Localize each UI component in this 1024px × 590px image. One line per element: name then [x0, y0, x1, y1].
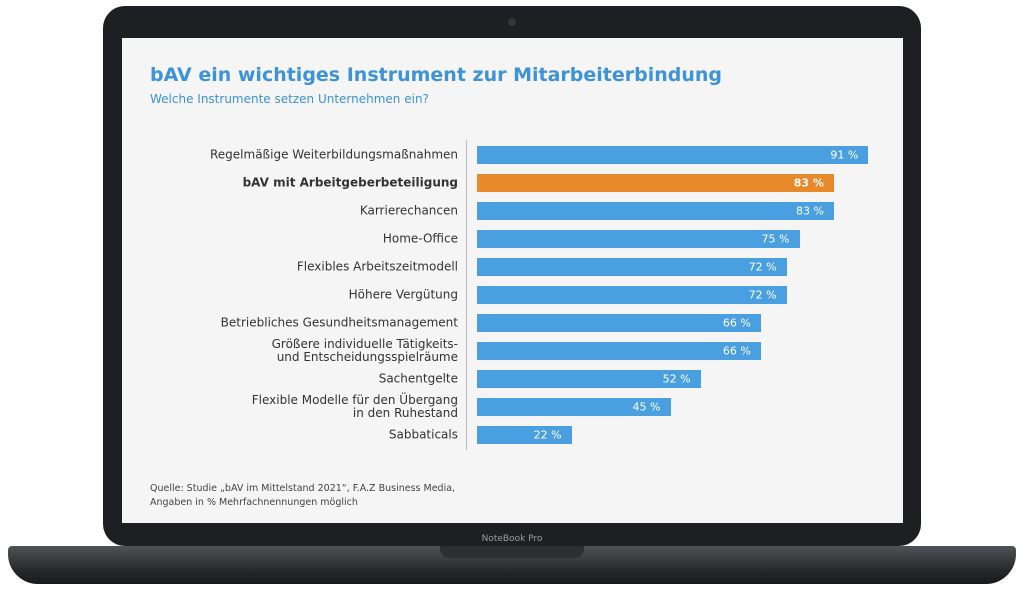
bar [477, 258, 787, 276]
chart-title: bAV ein wichtiges Instrument zur Mitarbe… [150, 64, 723, 86]
bar [477, 286, 787, 304]
category-label: Betriebliches Gesundheitsmanagement [220, 315, 458, 330]
source-note: Quelle: Studie „bAV im Mittelstand 2021“… [150, 483, 456, 494]
category-label: Größere individuelle Tätigkeits- und Ent… [271, 337, 458, 364]
category-label: Flexibles Arbeitszeitmodell [296, 259, 458, 274]
value-label: 72 % [748, 288, 777, 302]
value-label: 91 % [830, 148, 859, 162]
value-label: 66 % [722, 316, 751, 330]
category-label: Karrierechancen [359, 203, 458, 218]
chart-subtitle: Welche Instrumente setzen Unternehmen ei… [150, 92, 429, 106]
bar [477, 370, 701, 388]
category-label: Sachentgelte [378, 371, 458, 386]
value-label: 75 % [761, 232, 790, 246]
category-label: Flexible Modelle für den Übergang in den… [251, 393, 458, 420]
value-label: 83 % [793, 176, 824, 190]
source-note: Angaben in % Mehrfachnennungen möglich [150, 497, 358, 508]
category-label: Home-Office [382, 231, 458, 246]
bar [477, 202, 834, 220]
screen: bAV ein wichtiges Instrument zur Mitarbe… [122, 38, 903, 523]
laptop-notch [440, 546, 584, 558]
value-label: 83 % [795, 204, 824, 218]
value-label: 72 % [748, 260, 777, 274]
category-axis [466, 140, 467, 450]
category-label: Sabbaticals [388, 427, 458, 442]
bar [477, 314, 761, 332]
category-label: Regelmäßige Weiterbildungsmaßnahmen [210, 147, 458, 162]
value-label: 66 % [722, 344, 751, 358]
value-label: 52 % [662, 372, 691, 386]
category-label: Höhere Vergütung [348, 287, 458, 302]
camera [508, 18, 516, 26]
bar [477, 174, 834, 192]
bar [477, 146, 869, 164]
bar [477, 342, 761, 360]
value-label: 22 % [533, 428, 562, 442]
bar [477, 426, 572, 444]
bar [477, 230, 800, 248]
category-label: bAV mit Arbeitgeberbeteiligung [242, 175, 458, 190]
bar [477, 398, 671, 416]
device-label: NoteBook Pro [481, 534, 543, 544]
value-label: 45 % [632, 400, 661, 414]
